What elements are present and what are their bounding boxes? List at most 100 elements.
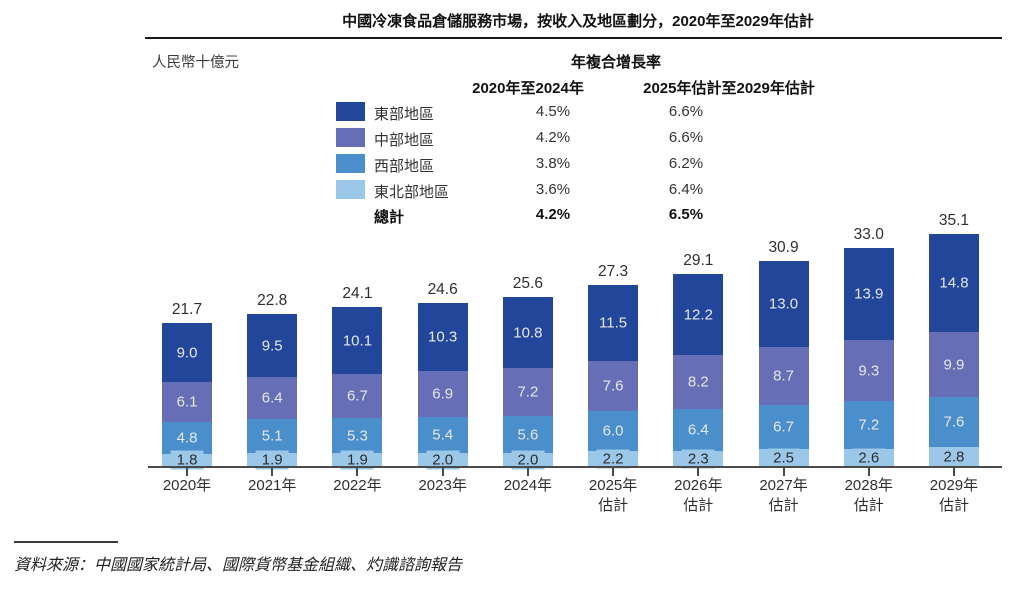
bar-segment-中部地區: 6.4 [247, 377, 298, 419]
bar-segment-東北部地區: 2.3 [673, 449, 724, 468]
bar-segment-value: 10.1 [342, 332, 373, 349]
bar-segment-value: 6.0 [602, 422, 624, 440]
x-axis-tick [441, 466, 444, 476]
bar-segment-value: 6.1 [176, 393, 198, 411]
x-axis-label: 2027年 估計 [759, 477, 808, 514]
legend-swatch-east [336, 102, 365, 121]
bar-segment-value: 2.3 [681, 449, 715, 468]
chart-title: 中國冷凍食品倉儲服務市場，按收入及地區劃分，2020年至2029年估計 [342, 13, 814, 30]
legend-row-total: 總計 4.2% 6.5% [336, 204, 756, 228]
bar-group-2025年估計: 11.5 7.6 6.0 2.2 [588, 285, 639, 468]
bar-segment-中部地區: 7.2 [502, 368, 553, 416]
bar-segment-value: 10.8 [513, 324, 543, 341]
bar-segment-東部地區: 14.8 [928, 234, 979, 332]
legend-label: 東部地區 [374, 106, 435, 123]
cagr-column1-header: 2020年至2024年 [472, 80, 584, 97]
bar-total-value: 21.7 [171, 301, 203, 318]
x-axis-tick [867, 466, 870, 476]
bar-segment-東部地區: 13.0 [758, 261, 809, 347]
bar-segment-西部地區: 7.6 [928, 397, 979, 447]
bar-segment-value: 5.1 [261, 427, 283, 445]
legend-swatch-central [336, 128, 365, 147]
bar-segment-value: 6.7 [773, 418, 794, 436]
bar-segment-東北部地區: 2.5 [758, 448, 809, 467]
bar-segment-西部地區: 5.4 [417, 417, 468, 453]
bar-segment-value: 7.2 [517, 383, 539, 401]
bar-group-2026年估計: 12.2 8.2 6.4 2.3 [673, 274, 724, 468]
bar-total-value: 24.1 [342, 285, 373, 302]
bar-segment-東北部地區: 2.0 [502, 450, 553, 469]
cagr-value-2020-2024: 4.5% [535, 103, 571, 120]
bar-segment-東部地區: 10.8 [502, 297, 553, 368]
bar-segment-value: 5.6 [517, 426, 539, 443]
bar-segment-value: 2.2 [596, 449, 630, 468]
bar-segment-東部地區: 11.5 [588, 285, 639, 361]
total-label: 總計 [374, 209, 405, 226]
bar-total-value: 25.6 [512, 275, 543, 292]
bar-segment-東北部地區: 2.0 [417, 450, 468, 469]
bar-segment-value: 5.4 [432, 426, 454, 444]
x-axis-label: 2020年 [162, 477, 212, 494]
bar-segment-value: 6.4 [261, 389, 283, 407]
x-axis-tick [612, 466, 615, 476]
bar-segment-value: 12.2 [683, 306, 713, 323]
bar-segment-東北部地區: 2.8 [928, 447, 979, 466]
bar-segment-value: 1.9 [255, 450, 289, 469]
cagr-value-2025-2029: 6.4% [668, 181, 704, 198]
bar-segment-value: 1.8 [170, 450, 204, 470]
x-axis-tick [697, 466, 700, 476]
bar-segment-東北部地區: 2.2 [588, 449, 639, 468]
bar-segment-東北部地區: 1.9 [247, 450, 298, 469]
cagr-value-2025-2029: 6.6% [668, 103, 704, 120]
bar-segment-中部地區: 7.6 [588, 361, 639, 411]
bar-group-2027年估計: 13.0 8.7 6.7 2.5 [758, 261, 809, 467]
cagr-value-2020-2024: 3.8% [535, 155, 571, 172]
bar-group-2021年: 9.5 6.4 5.1 1.9 [247, 314, 298, 469]
bar-segment-東北部地區: 2.6 [843, 448, 894, 467]
bar-total-value: 30.9 [768, 239, 799, 256]
bar-group-2020年: 9.0 6.1 4.8 1.8 [162, 323, 212, 470]
bar-segment-西部地區: 6.4 [673, 409, 724, 451]
bar-segment-value: 2.8 [937, 447, 971, 466]
bar-segment-value: 1.9 [341, 450, 374, 469]
bar-segment-中部地區: 8.2 [673, 355, 724, 409]
bar-segment-西部地區: 5.1 [247, 419, 298, 453]
bar-segment-西部地區: 7.2 [843, 401, 894, 449]
x-axis-tick [526, 466, 529, 476]
x-axis-tick [186, 466, 188, 476]
legend-label: 東北部地區 [374, 184, 450, 201]
bar-segment-value: 11.5 [599, 314, 628, 332]
cagr-value-2020-2024: 4.2% [535, 129, 571, 146]
bar-segment-value: 13.0 [768, 295, 799, 313]
bar-total-value: 27.3 [598, 263, 629, 280]
bar-total-value: 33.0 [853, 226, 884, 243]
bar-segment-東部地區: 9.0 [162, 323, 212, 382]
bar-segment-東北部地區: 1.8 [162, 450, 212, 470]
cagr-total-2025-2029: 6.5% [668, 206, 704, 223]
bar-segment-value: 10.3 [428, 328, 458, 346]
bar-group-2022年: 10.1 6.7 5.3 1.9 [332, 307, 383, 469]
legend-label: 中部地區 [374, 132, 435, 149]
bar-segment-value: 9.0 [176, 344, 198, 361]
bar-segment-value: 5.3 [347, 427, 368, 444]
x-axis-label: 2022年 [333, 477, 382, 494]
bar-segment-西部地區: 5.3 [332, 418, 383, 453]
bar-segment-東部地區: 13.9 [843, 248, 894, 340]
y-axis-unit-label: 人民幣十億元 [152, 55, 239, 71]
bar-total-value: 22.8 [257, 292, 288, 309]
bar-segment-value: 2.0 [426, 450, 460, 469]
bar-segment-value: 7.6 [602, 377, 624, 395]
bar-segment-東部地區: 12.2 [673, 274, 724, 355]
cagr-total-2020-2024: 4.2% [535, 206, 571, 223]
bar-segment-value: 6.4 [687, 421, 709, 439]
legend-swatch-northeast [336, 180, 365, 199]
bar-group-2029年估計: 14.8 9.9 7.6 2.8 [928, 234, 979, 466]
bar-segment-西部地區: 6.0 [588, 411, 639, 451]
legend-label: 西部地區 [374, 158, 435, 175]
bar-segment-西部地區: 6.7 [758, 405, 809, 449]
title-rule [145, 37, 1002, 39]
cagr-value-2020-2024: 3.6% [535, 181, 571, 198]
bar-segment-value: 8.7 [773, 367, 794, 385]
bar-segment-value: 7.6 [943, 413, 965, 431]
